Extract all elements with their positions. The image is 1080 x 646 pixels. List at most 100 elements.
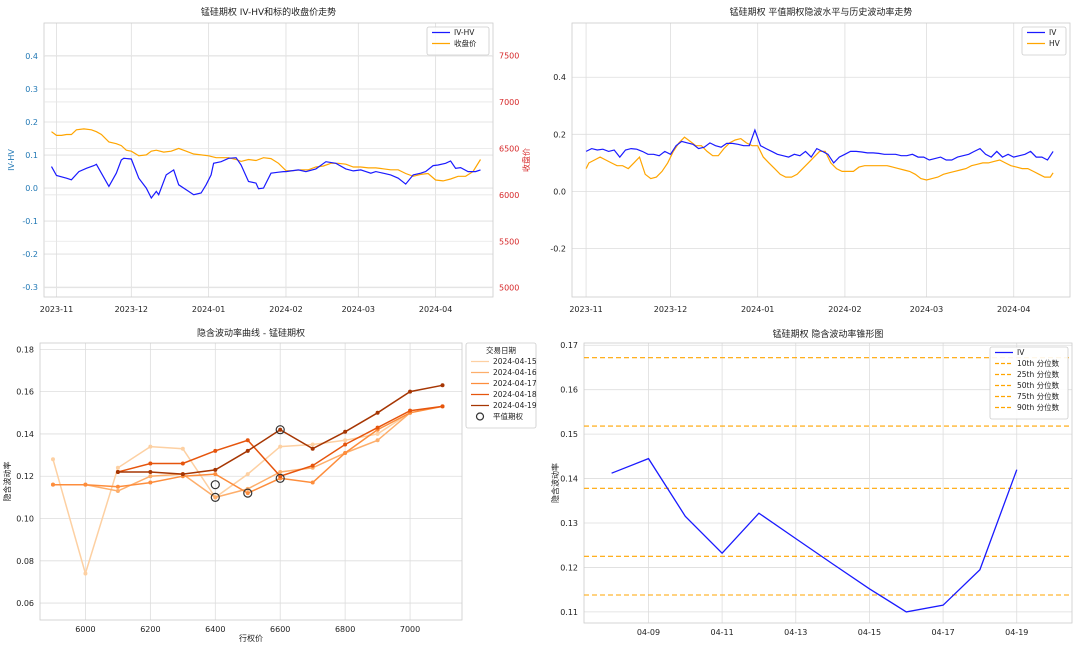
legend-label: 10th 分位数 xyxy=(1017,358,1060,368)
chart-title: 锰硅期权 隐含波动率锥形图 xyxy=(773,328,884,340)
y-tick-label: -0.1 xyxy=(22,217,38,226)
chart-iv-smile: 6000 6200 6400 6600 6800 7000 0.06 0.08 0.10 0.12… xyxy=(2,327,537,643)
x-tick-label: 04-15 xyxy=(858,628,881,637)
x-tick-label: 2024-04 xyxy=(419,305,452,314)
series-point xyxy=(148,469,153,474)
chart-iv-hv-close: 2023-11 2023-12 2024-01 2024-02 2024-03 2024-… xyxy=(7,6,531,314)
legend-label: 2024-04-19 xyxy=(493,401,537,410)
y-tick-label: -0.2 xyxy=(550,244,566,253)
series-point xyxy=(408,389,413,394)
y-tick-label: 0.18 xyxy=(16,345,34,354)
x-tick-label: 2023-12 xyxy=(115,305,148,314)
chart-atm-iv-hv: 2023-11 2023-12 2024-01 2024-02 2024-03 2024-… xyxy=(550,6,1071,314)
x-tick-label: 04-13 xyxy=(784,628,807,637)
series-point xyxy=(115,465,120,470)
atm-point-marker xyxy=(275,473,285,483)
y-tick-label: 0.4 xyxy=(25,52,38,61)
series-point xyxy=(375,425,380,430)
x-tick-label: 6600 xyxy=(270,625,290,634)
x-tick-label: 2023-11 xyxy=(40,305,73,314)
y-tick-label: 0.10 xyxy=(16,515,34,524)
chart-title: 锰硅期权 IV-HV和标的收盘价走势 xyxy=(201,6,336,18)
series-point xyxy=(148,480,153,485)
y-tick-label: -0.2 xyxy=(22,250,38,259)
x-tick-label: 7000 xyxy=(400,625,420,634)
y-tick-label: 0.2 xyxy=(553,130,566,139)
series-point xyxy=(375,438,380,443)
series-point xyxy=(83,482,88,487)
legend-box xyxy=(465,342,537,429)
series-iv-line xyxy=(611,457,1018,613)
series-ivhv-line xyxy=(50,157,481,200)
x-tick-label: 2023-12 xyxy=(654,305,687,314)
series-point xyxy=(278,427,283,432)
x-tick-label: 2024-03 xyxy=(342,305,375,314)
series-point xyxy=(148,444,153,449)
legend-label: IV-HV xyxy=(454,28,475,37)
series-point xyxy=(115,489,120,494)
series-point xyxy=(115,469,120,474)
series-point xyxy=(213,467,218,472)
y-tick-label: 0.15 xyxy=(560,430,578,439)
series-point xyxy=(375,431,380,436)
x-tick-label: 2024-03 xyxy=(910,305,943,314)
series-point xyxy=(278,469,283,474)
y-axis-label: 隐含波动率 xyxy=(2,462,12,502)
series-point xyxy=(213,472,218,477)
y-tick-label: 0.1 xyxy=(25,151,38,160)
series-point xyxy=(408,408,413,413)
chart-title: 锰硅期权 平值期权隐波水平与历史波动率走势 xyxy=(730,6,913,18)
x-tick-label: 04-19 xyxy=(1005,628,1028,637)
series-line-2024-04-16 xyxy=(53,412,411,499)
series-point xyxy=(213,448,218,453)
series-line-2024-04-15 xyxy=(52,412,411,577)
legend-label: HV xyxy=(1049,39,1061,48)
atm-point-marker xyxy=(210,480,220,490)
series-point xyxy=(278,474,283,479)
legend-title: 交易日期 xyxy=(486,345,516,355)
legend-box xyxy=(989,346,1069,420)
x-tick-label: 6400 xyxy=(205,625,225,634)
series-point xyxy=(245,448,250,453)
series-point xyxy=(148,461,153,466)
plot-frame xyxy=(39,342,463,621)
y-tick-label: 0.3 xyxy=(25,85,38,94)
series-point xyxy=(245,472,250,477)
series-point xyxy=(440,383,445,388)
series-point xyxy=(115,484,120,489)
atm-point-marker xyxy=(275,425,285,435)
series-point xyxy=(278,444,283,449)
series-point xyxy=(343,429,348,434)
legend-label: 收盘价 xyxy=(454,38,477,48)
x-tick-label: 2024-04 xyxy=(997,305,1030,314)
y-tick-label: 0.14 xyxy=(16,430,34,439)
y-tick-label: 0.13 xyxy=(560,519,578,528)
y2-tick-label: 6500 xyxy=(499,144,519,153)
y-tick-label: 0.17 xyxy=(560,341,578,350)
atm-point-marker xyxy=(243,488,253,498)
legend-label: 25th 分位数 xyxy=(1017,369,1060,379)
y-tick-label: 0.12 xyxy=(16,472,34,481)
plot-frame xyxy=(571,22,1071,298)
series-point xyxy=(343,438,348,443)
series-point xyxy=(343,450,348,455)
legend-label: IV xyxy=(1017,348,1025,357)
y2-tick-label: 7500 xyxy=(499,52,519,61)
x-tick-label: 6200 xyxy=(140,625,160,634)
x-tick-label: 6800 xyxy=(335,625,355,634)
x-tick-label: 04-09 xyxy=(637,628,660,637)
y-tick-label: 0.11 xyxy=(560,608,578,617)
series-point xyxy=(310,463,315,468)
legend-label: 2024-04-18 xyxy=(493,390,537,399)
series-point xyxy=(180,461,185,466)
y2-tick-label: 7000 xyxy=(499,98,519,107)
x-tick-label: 2024-01 xyxy=(192,305,225,314)
y-tick-label: 0.0 xyxy=(25,184,38,193)
x-tick-label: 2024-02 xyxy=(269,305,302,314)
series-close-line xyxy=(51,128,482,182)
series-point xyxy=(375,410,380,415)
legend-label: 平值期权 xyxy=(493,411,523,421)
legend-label: 50th 分位数 xyxy=(1017,380,1060,390)
series-hv-line xyxy=(585,136,1054,181)
